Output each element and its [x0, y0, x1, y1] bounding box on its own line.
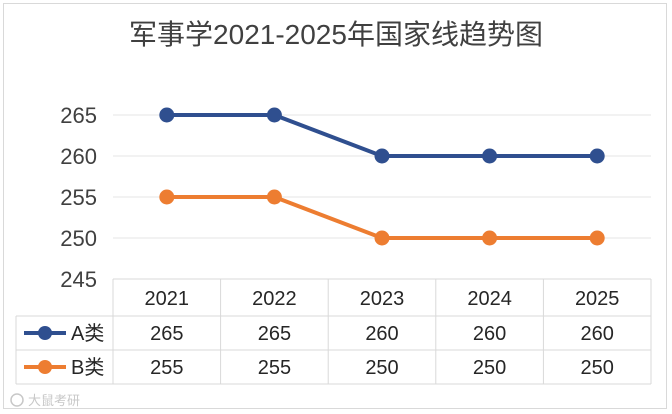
data-point [589, 230, 605, 246]
data-point [266, 107, 282, 123]
table-cell: 250 [581, 357, 614, 379]
y-tick-label: 265 [60, 103, 97, 128]
data-point [482, 230, 498, 246]
data-point [159, 107, 175, 123]
x-tick-label: 2023 [360, 288, 405, 310]
legend-marker-a [38, 326, 52, 340]
chart-title: 军事学2021-2025年国家线趋势图 [129, 19, 543, 50]
table-cell: 250 [365, 357, 398, 379]
legend-marker-b [38, 360, 52, 374]
y-tick-label: 260 [60, 144, 97, 169]
x-tick-label: 2022 [252, 288, 297, 310]
x-tick-label: 2021 [145, 288, 190, 310]
table-cell: 260 [581, 323, 614, 345]
y-tick-label: 250 [60, 226, 97, 251]
watermark: 大鼠考研 [10, 393, 80, 408]
table-cell: 250 [473, 357, 506, 379]
x-tick-label: 2024 [467, 288, 512, 310]
data-table: 2021 2022 2023 2024 2025 A类 265 265 260 260 260 B类 2… [15, 278, 652, 385]
data-point [374, 230, 390, 246]
data-point [589, 148, 605, 164]
y-tick-label: 255 [60, 185, 97, 210]
legend-label: A类 [71, 322, 104, 345]
legend-label: B类 [71, 356, 104, 379]
grid-layer [113, 114, 651, 239]
table-cell: 260 [365, 323, 398, 345]
data-point [159, 189, 175, 205]
table-cell: 265 [258, 323, 291, 345]
watermark-logo-icon [10, 393, 24, 407]
y-axis-ticks: 265 260 255 250 245 [60, 103, 97, 292]
watermark-text: 大鼠考研 [28, 393, 80, 408]
y-tick-label: 245 [60, 267, 97, 292]
table-cell: 260 [473, 323, 506, 345]
data-point [266, 189, 282, 205]
table-cell: 255 [258, 357, 291, 379]
data-point [482, 148, 498, 164]
table-cell: 255 [150, 357, 183, 379]
series-layer [159, 107, 605, 246]
x-tick-label: 2025 [575, 288, 620, 310]
data-point [374, 148, 390, 164]
chart-frame [3, 3, 667, 409]
table-cell: 265 [150, 323, 183, 345]
